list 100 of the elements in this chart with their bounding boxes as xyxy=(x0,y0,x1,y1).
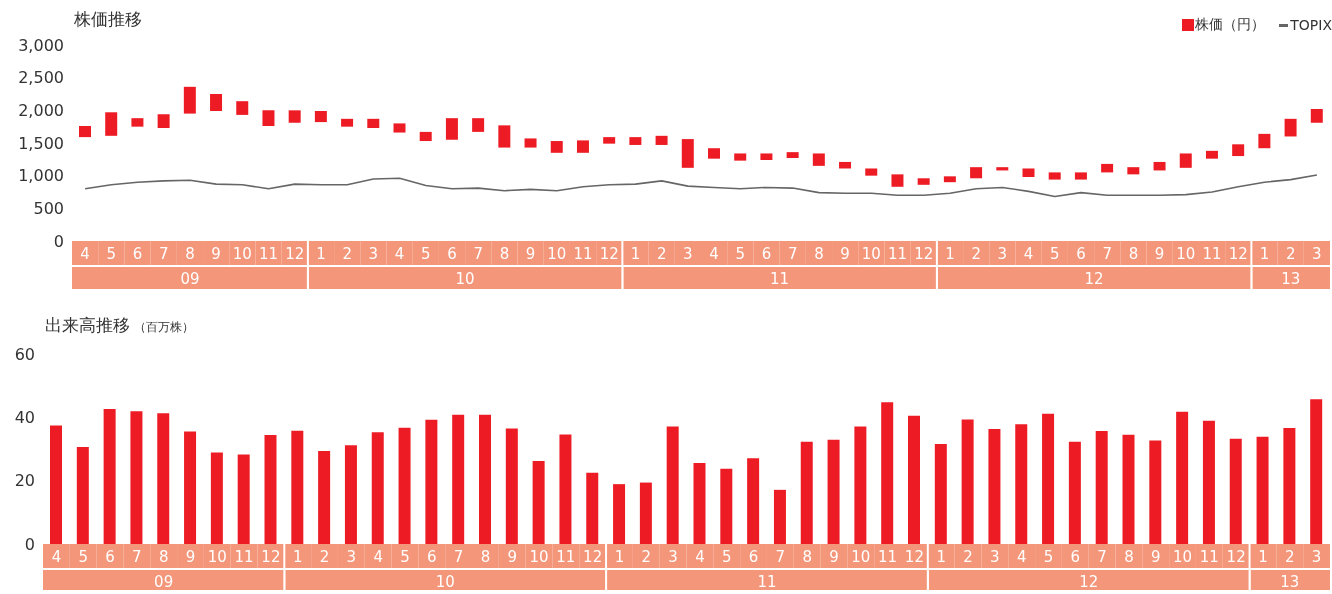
x-tick-label: 2 xyxy=(656,245,667,263)
bar xyxy=(917,178,930,185)
x-tick-label: 1 xyxy=(630,245,641,263)
x-tick-label: 9 xyxy=(507,548,517,566)
bar xyxy=(1310,109,1323,123)
line-series xyxy=(84,174,1318,198)
bar xyxy=(1205,150,1218,159)
x-tick-label: 4 xyxy=(695,548,705,566)
bar xyxy=(236,101,249,115)
x-tick-label: 8 xyxy=(802,548,812,566)
bar xyxy=(576,140,589,153)
bar xyxy=(1179,153,1192,168)
bar xyxy=(1101,163,1114,173)
x-tick-label: 7 xyxy=(1102,245,1112,263)
x-tick-label: 9 xyxy=(829,548,839,566)
bar xyxy=(314,110,327,123)
text: 13 xyxy=(1280,573,1300,591)
bar xyxy=(708,148,720,159)
x-tick-label: 6 xyxy=(427,548,437,566)
x-tick-label: 6 xyxy=(105,548,115,566)
bar xyxy=(131,118,144,127)
x-tick-label: 3 xyxy=(668,548,678,566)
x-tick-label: 7 xyxy=(132,548,142,566)
x-tick-label: 6 xyxy=(1076,245,1086,263)
bar xyxy=(760,153,773,160)
x-tick-label: 9 xyxy=(211,245,221,263)
bar xyxy=(812,153,825,166)
x-tick-label: 2 xyxy=(1285,245,1296,263)
bar xyxy=(891,174,904,187)
bar xyxy=(734,153,747,161)
legend-label: 株価（円） xyxy=(1195,16,1266,34)
x-tick-label: 5 xyxy=(735,245,746,263)
x-tick-label: 6 xyxy=(1070,548,1081,566)
y-tick-label: 0 xyxy=(53,231,64,251)
x-tick-label: 4 xyxy=(1016,548,1027,566)
bar xyxy=(105,112,118,136)
x-tick-label: 3 xyxy=(997,245,1008,263)
y-tick-label: 500 xyxy=(33,199,64,219)
y-tick-label: 3,000 xyxy=(18,35,64,55)
bar xyxy=(786,152,799,159)
x-tick-label: 6 xyxy=(132,245,143,263)
bar xyxy=(681,139,694,168)
bar xyxy=(1232,144,1245,157)
x-tick-label: 5 xyxy=(421,245,431,263)
text: 12 xyxy=(1084,270,1104,288)
x-tick-label: 8 xyxy=(158,548,169,566)
x-tick-label: 6 xyxy=(447,245,457,263)
text: 12 xyxy=(1079,573,1099,591)
x-tick-label: 9 xyxy=(1150,548,1161,566)
x-tick-label: 2 xyxy=(641,548,652,566)
x-tick-label: 6 xyxy=(761,245,772,263)
y-tick-label: 2,000 xyxy=(18,101,64,121)
bar xyxy=(288,110,301,123)
text: 10 xyxy=(435,573,455,591)
bar xyxy=(629,137,642,145)
x-tick-label: 4 xyxy=(80,245,90,263)
chart-title: 出来高推移 xyxy=(45,315,130,335)
x-tick-label: 5 xyxy=(78,548,88,566)
x-tick-label: 8 xyxy=(185,245,195,263)
bar xyxy=(445,118,458,140)
x-tick-label: 3 xyxy=(368,245,379,263)
bar xyxy=(1153,161,1166,171)
bar xyxy=(367,118,380,128)
chart-subtitle: （百万株） xyxy=(134,320,194,334)
text: 09 xyxy=(154,573,174,591)
x-tick-label: 9 xyxy=(1154,245,1165,263)
bar xyxy=(1048,172,1061,180)
text: 11 xyxy=(770,270,790,288)
chart-title: 株価推移 xyxy=(74,9,142,29)
bar xyxy=(1258,133,1271,149)
text: 09 xyxy=(180,270,200,288)
x-tick-label: 9 xyxy=(525,245,536,263)
x-tick-label: 5 xyxy=(106,245,117,263)
x-tick-label: 1 xyxy=(945,245,955,263)
text: 13 xyxy=(1281,270,1301,288)
bar xyxy=(210,94,223,111)
x-tick-label: 7 xyxy=(775,548,786,566)
x-tick-label: 5 xyxy=(1043,548,1054,566)
y-tick-label: 2,500 xyxy=(18,68,64,88)
y-tick-label: 1,500 xyxy=(18,133,64,153)
bar xyxy=(1022,168,1035,177)
y-tick-label: 1,000 xyxy=(18,166,64,186)
x-tick-label: 5 xyxy=(721,548,732,566)
x-tick-label: 4 xyxy=(1023,245,1034,263)
bar xyxy=(603,137,616,144)
bar xyxy=(655,135,668,145)
x-tick-label: 8 xyxy=(1124,548,1134,566)
x-tick-label: 4 xyxy=(394,245,405,263)
x-tick-label: 2 xyxy=(963,548,973,566)
x-tick-label: 6 xyxy=(748,548,759,566)
x-tick-label: 9 xyxy=(840,245,850,263)
bar xyxy=(419,131,432,142)
bar xyxy=(524,138,537,148)
x-tick-label: 2 xyxy=(971,245,981,263)
x-tick-label: 3 xyxy=(683,245,693,263)
x-tick-label: 4 xyxy=(51,548,62,566)
bar xyxy=(970,167,983,179)
x-tick-label: 3 xyxy=(346,548,357,566)
x-tick-label: 1 xyxy=(1258,548,1268,566)
x-tick-label: 2 xyxy=(319,548,330,566)
